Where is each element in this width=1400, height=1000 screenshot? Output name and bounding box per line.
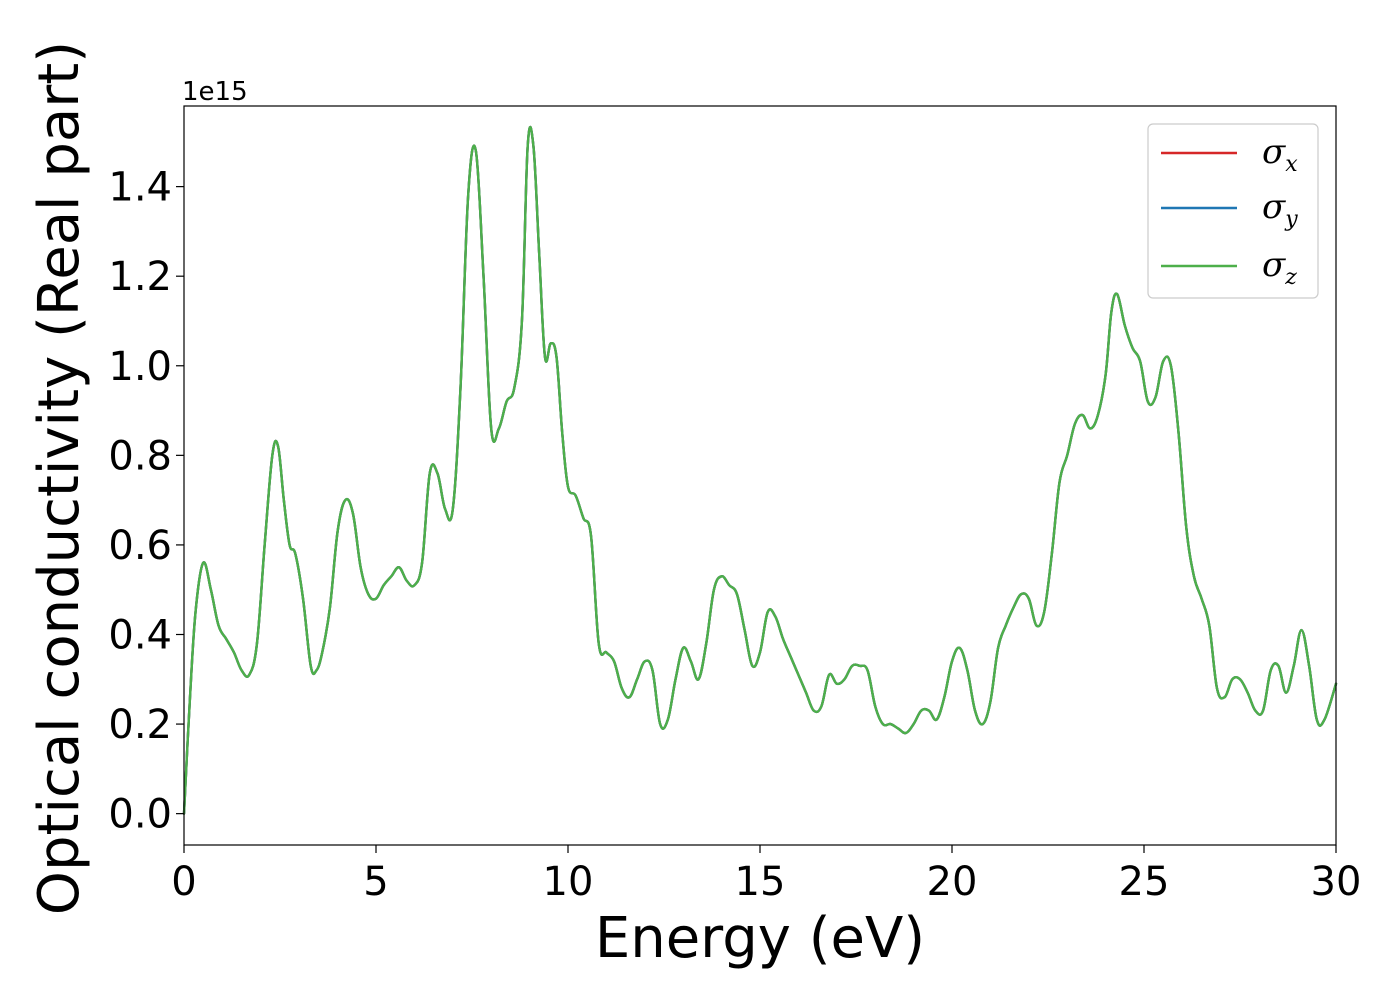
y-axis-ticks: 0.0 0.2 0.4 0.6 0.8 1.0 1.2 1.4 xyxy=(108,165,184,838)
series-layer xyxy=(182,126,1338,815)
x-tick-label: 25 xyxy=(1119,859,1170,905)
y-tick-label: 0.6 xyxy=(108,523,172,569)
x-tick-label: 0 xyxy=(171,859,196,905)
y-tick-label: 0.2 xyxy=(108,702,172,748)
y-tick-label: 1.0 xyxy=(108,344,172,390)
x-axis-label: Energy (eV) xyxy=(595,906,925,971)
y-tick-label: 1.4 xyxy=(108,165,172,211)
y-tick-label: 0.0 xyxy=(108,792,172,838)
y-tick-label: 0.8 xyxy=(108,433,172,479)
plot-area-background xyxy=(184,106,1336,845)
legend-label-2: σy xyxy=(1262,187,1298,232)
y-tick-label: 1.2 xyxy=(108,254,172,300)
x-axis-ticks: 0 5 10 15 20 25 30 xyxy=(171,845,1361,905)
legend-box xyxy=(1147,123,1319,299)
x-tick-label: 10 xyxy=(543,859,594,905)
x-tick-label: 20 xyxy=(927,859,978,905)
x-tick-label: 5 xyxy=(363,859,388,905)
x-tick-label: 30 xyxy=(1311,859,1362,905)
y-offset-label: 1e15 xyxy=(182,77,248,107)
series-line-3 xyxy=(182,126,1338,815)
x-tick-label: 15 xyxy=(735,859,786,905)
y-tick-label: 0.4 xyxy=(108,612,172,658)
y-axis-label: Optical conductivity (Real part) xyxy=(27,41,92,915)
